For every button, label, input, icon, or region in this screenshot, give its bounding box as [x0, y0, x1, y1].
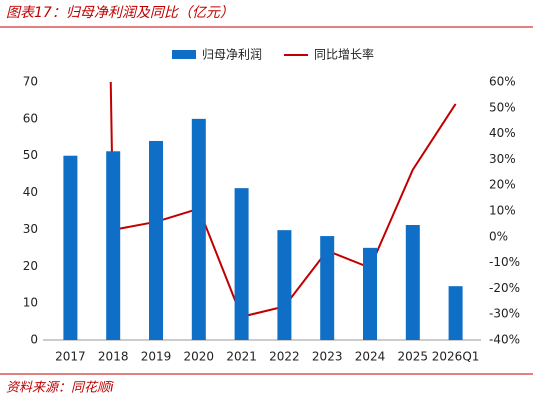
y2-tick-label: 20%: [489, 178, 516, 192]
y2-tick-label: -40%: [489, 333, 520, 347]
legend-swatch: [172, 50, 196, 59]
bar: [106, 151, 121, 340]
bar: [277, 230, 292, 340]
x-tick-label: 2020: [184, 350, 215, 364]
y-tick-label: 50: [23, 148, 38, 162]
x-tick-label: 2019: [141, 350, 172, 364]
y2-tick-label: -20%: [489, 281, 520, 295]
line: [109, 82, 457, 318]
x-tick-label: 2021: [226, 350, 257, 364]
x-tick-label: 2025: [398, 350, 429, 364]
plot-area: [109, 82, 457, 318]
y2-tick-label: 30%: [489, 152, 516, 166]
bar: [63, 155, 78, 340]
y2-tick-label: -30%: [489, 307, 520, 321]
bar: [363, 247, 377, 340]
bar: [320, 236, 335, 340]
y-tick-label: 10: [23, 296, 38, 310]
legend-label: 同比增长率: [314, 47, 374, 62]
x-tick-label: 2026Q1: [432, 350, 480, 364]
legend-label: 归母净利润: [202, 48, 262, 62]
x-tick-label: 2017: [55, 350, 86, 364]
bar: [191, 118, 206, 340]
bar: [405, 225, 420, 340]
x-tick-label: 2022: [269, 350, 300, 364]
bar: [149, 140, 163, 340]
y2-tick-label: -10%: [489, 255, 520, 269]
y2-tick-label: 60%: [489, 75, 516, 89]
x-tick-label: 2023: [312, 350, 343, 364]
bar: [448, 286, 463, 340]
y-tick-label: 0: [30, 333, 38, 347]
bar: [234, 188, 249, 340]
y2-tick-label: 10%: [489, 204, 516, 218]
x-tick-label: 2024: [355, 350, 386, 364]
y-tick-label: 30: [23, 222, 38, 236]
y2-tick-label: 50%: [489, 100, 516, 114]
y-tick-label: 20: [23, 259, 38, 273]
y2-tick-label: 0%: [489, 229, 508, 243]
source: 资料来源：同花顺i: [6, 381, 114, 396]
chart-title: 图表17：归母净利润及同比（亿元）: [6, 5, 234, 21]
y-tick-label: 70: [23, 75, 38, 89]
y-tick-label: 60: [23, 111, 38, 125]
y-tick-label: 40: [23, 185, 38, 199]
x-tick-label: 2018: [98, 350, 129, 364]
y2-tick-label: 40%: [489, 126, 516, 140]
